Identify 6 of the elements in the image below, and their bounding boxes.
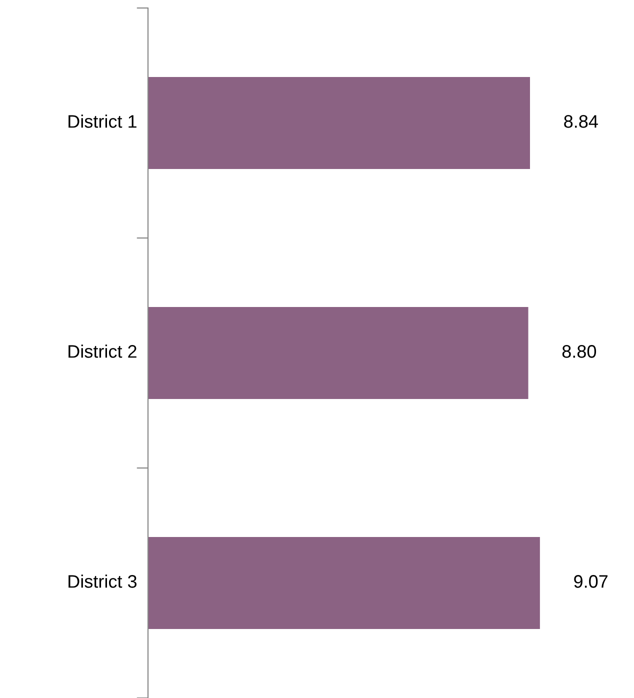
data-label: 8.80	[562, 345, 596, 358]
data-label: 8.84	[564, 115, 598, 128]
y-tick-label: District 3	[68, 574, 137, 588]
y-tick-label: District 2	[68, 344, 136, 358]
y-tick-label: District 1	[68, 114, 136, 128]
data-label: 9.07	[574, 575, 608, 588]
